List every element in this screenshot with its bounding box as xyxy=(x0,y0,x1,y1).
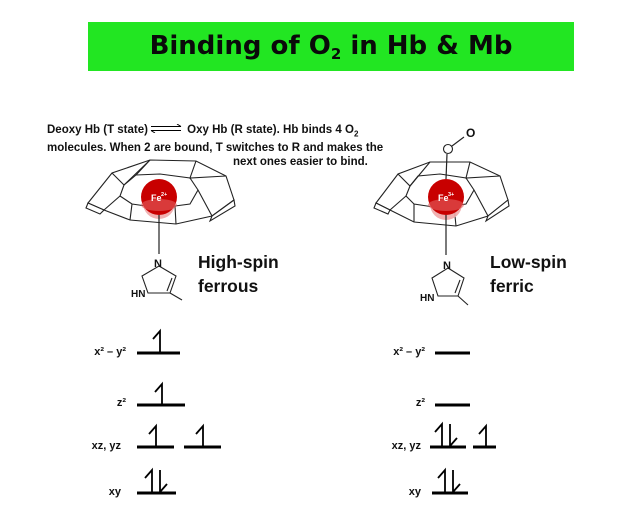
left-spin-line-2: ferrous xyxy=(198,276,259,296)
right-yz-electron-up xyxy=(478,423,487,446)
oxygen-atom-2: O xyxy=(466,126,475,140)
page-title: Binding of O2 in Hb & Mb xyxy=(149,30,513,63)
right-imidazole-hn: HN xyxy=(420,293,434,304)
right-orbital-label-xz-yz: xz, yz xyxy=(391,440,421,452)
right-orbital-label-x2y2: x² – y² xyxy=(393,346,425,358)
left-z2-electron-up xyxy=(154,381,163,404)
right-orbital-label-xy: xy xyxy=(408,486,421,498)
right-orbital-diagram xyxy=(430,351,496,495)
right-iron-atom: Fe 3+ xyxy=(428,179,464,220)
o-o-bond xyxy=(451,136,465,147)
left-yz-electron-up xyxy=(195,423,204,446)
right-xz-electron-down xyxy=(449,424,458,449)
right-imidazole-n: N xyxy=(443,260,451,272)
left-x2y2-electron-up xyxy=(152,328,161,352)
right-xy-electron-down xyxy=(452,470,461,495)
description-text: Deoxy Hb (T state) Oxy Hb (R state). Hb … xyxy=(47,123,467,169)
left-orbital-label-xz-yz: xz, yz xyxy=(91,440,121,452)
right-orbital-label-z2: z² xyxy=(415,397,425,409)
left-spin-label: High-spin ferrous xyxy=(198,250,279,298)
right-xy-electron-up xyxy=(437,467,446,492)
left-orbital-label-xy: xy xyxy=(108,486,121,498)
left-imidazole xyxy=(141,265,183,301)
description-line-1: Deoxy Hb (T state) Oxy Hb (R state). Hb … xyxy=(47,123,359,139)
oxygen-atom-1 xyxy=(442,143,454,155)
description-line-3: next ones easier to bind. xyxy=(233,156,368,169)
right-imidazole xyxy=(431,267,469,306)
left-orbital-diagram xyxy=(137,328,221,495)
left-iron-label: Fe xyxy=(151,193,162,203)
left-spin-line-1: High-spin xyxy=(198,252,279,272)
left-iron-atom: Fe 2+ xyxy=(141,179,177,219)
left-orbital-label-x2y2: x² – y² xyxy=(94,346,126,358)
title-banner: Binding of O2 in Hb & Mb xyxy=(88,22,574,71)
right-spin-line-2: ferric xyxy=(490,276,534,296)
right-spin-line-1: Low-spin xyxy=(490,252,567,272)
left-xy-electron-up xyxy=(144,467,153,492)
left-orbital-label-z2: z² xyxy=(116,397,126,409)
left-iron-charge: 2+ xyxy=(161,192,167,198)
left-xy-electron-down xyxy=(159,470,168,495)
right-iron-label: Fe xyxy=(438,193,449,203)
description-line-2: molecules. When 2 are bound, T switches … xyxy=(47,142,384,155)
right-iron-charge: 3+ xyxy=(448,192,454,198)
right-spin-label: Low-spin ferric xyxy=(490,250,567,298)
equilibrium-arrow-icon xyxy=(150,123,182,134)
right-xz-electron-up xyxy=(434,421,443,446)
left-imidazole-hn: HN xyxy=(131,289,145,300)
fe-o-bond xyxy=(445,153,448,180)
left-imidazole-n: N xyxy=(154,258,162,270)
left-xz-electron-up xyxy=(148,423,157,446)
